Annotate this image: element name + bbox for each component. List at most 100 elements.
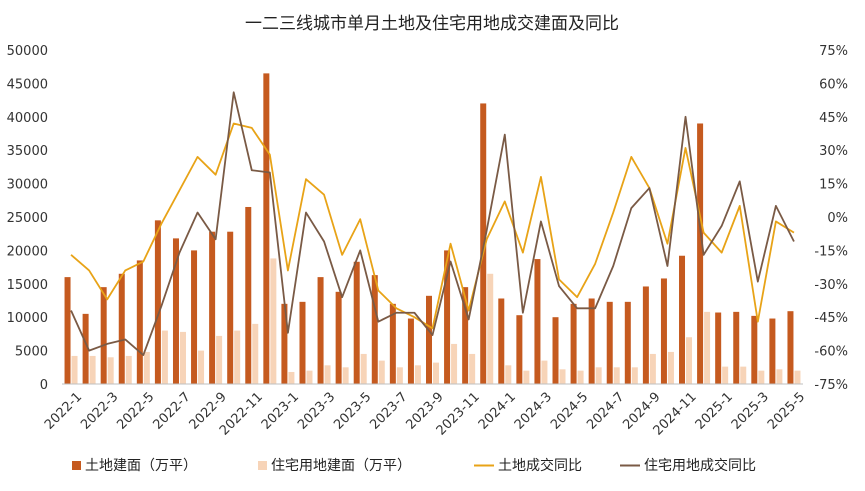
left-tick-label: 10000 <box>7 311 48 326</box>
bar-land-area <box>136 260 143 384</box>
left-tick-label: 25000 <box>7 211 48 226</box>
bar-land-area <box>389 303 396 384</box>
x-tick-label: 2022-5 <box>114 390 157 433</box>
bar-land-area <box>715 312 722 384</box>
bar-land-area <box>462 287 469 384</box>
x-tick-label: 2025-5 <box>765 390 808 433</box>
bar-residential-area <box>577 370 584 384</box>
legend-swatch <box>72 461 81 470</box>
bar-land-area <box>679 255 686 384</box>
x-axis: 2022-12022-32022-52022-72022-92022-11202… <box>42 383 808 439</box>
bar-residential-area <box>288 371 295 384</box>
right-axis: -75% -60% -45% -30% -15% 0% 15% 30% 45% 60% 75% <box>814 44 848 393</box>
x-tick-label: 2024-5 <box>548 390 591 433</box>
right-tick-label: 60% <box>819 77 848 92</box>
bar-land-area <box>191 250 198 384</box>
lines-layer <box>70 91 795 356</box>
bar-residential-area <box>469 353 476 384</box>
bar-land-area <box>353 261 360 384</box>
bar-land-area <box>407 318 414 384</box>
right-tick-label: -30% <box>814 278 848 293</box>
left-tick-label: 35000 <box>7 144 48 159</box>
bar-land-area <box>733 311 740 384</box>
bar-residential-area <box>740 366 747 384</box>
bar-residential-area <box>234 330 241 384</box>
bars-layer <box>64 73 801 384</box>
bar-land-area <box>588 298 595 384</box>
bar-residential-area <box>125 355 132 384</box>
bar-residential-area <box>541 360 548 384</box>
bar-residential-area <box>686 337 693 384</box>
right-tick-label: -15% <box>814 244 848 259</box>
bar-land-area <box>444 250 451 384</box>
bar-residential-area <box>559 369 566 384</box>
bar-residential-area <box>758 370 765 384</box>
bar-residential-area <box>794 370 801 384</box>
right-tick-label: -75% <box>814 378 848 393</box>
bar-land-area <box>751 315 758 384</box>
bar-land-area <box>263 73 270 384</box>
bar-residential-area <box>523 370 530 384</box>
bar-residential-area <box>342 367 349 384</box>
left-tick-label: 15000 <box>7 278 48 293</box>
bar-land-area <box>100 287 107 384</box>
legend-label: 土地成交同比 <box>498 457 582 474</box>
bar-land-area <box>281 303 288 384</box>
bar-land-area <box>154 220 161 384</box>
right-tick-label: 45% <box>819 111 848 126</box>
bar-land-area <box>769 318 776 384</box>
bar-residential-area <box>433 362 439 384</box>
right-tick-label: 75% <box>819 44 848 59</box>
bar-residential-area <box>776 369 783 384</box>
bar-land-area <box>642 286 649 384</box>
bar-residential-area <box>505 365 512 384</box>
bar-residential-area <box>360 353 367 384</box>
left-tick-label: 20000 <box>7 244 48 259</box>
right-tick-label: -45% <box>814 311 848 326</box>
bar-land-area <box>570 303 577 384</box>
bar-residential-area <box>414 365 421 384</box>
bar-residential-area <box>89 355 96 384</box>
bar-residential-area <box>306 370 313 384</box>
left-tick-label: 45000 <box>7 77 48 92</box>
legend: 土地建面（万平） 住宅用地建面（万平） 土地成交同比 住宅用地成交同比 <box>72 457 756 474</box>
line-residential-yoy <box>70 91 795 356</box>
x-tick-label: 2023-5 <box>331 390 374 433</box>
bar-land-area <box>172 238 179 384</box>
bar-residential-area <box>161 330 168 384</box>
right-tick-label: 0% <box>827 211 848 226</box>
bar-land-area <box>516 315 523 384</box>
bar-land-area <box>82 313 89 384</box>
bar-land-area <box>227 231 234 384</box>
bar-land-area <box>426 295 432 384</box>
bar-residential-area <box>631 367 638 384</box>
legend-label: 住宅用地成交同比 <box>644 457 756 474</box>
right-tick-label: 30% <box>819 144 848 159</box>
bar-residential-area <box>324 365 331 384</box>
chart-title: 一二三线城市单月土地及住宅用地成交建面及同比 <box>245 14 619 34</box>
line-land-yoy <box>70 122 795 330</box>
left-tick-label: 30000 <box>7 178 48 193</box>
bar-residential-area <box>270 258 277 384</box>
bar-residential-area <box>649 353 656 384</box>
bar-residential-area <box>71 355 78 384</box>
bar-residential-area <box>667 351 674 384</box>
bar-land-area <box>660 278 667 384</box>
bar-land-area <box>317 277 324 384</box>
x-tick-label: 2022-3 <box>78 390 121 433</box>
legend-swatch <box>258 461 267 470</box>
bar-residential-area <box>451 343 458 384</box>
x-tick-label: 2022-1 <box>42 390 85 433</box>
x-tick-label: 2022-7 <box>151 390 194 433</box>
bar-residential-area <box>704 311 711 384</box>
x-tick-label: 2025-1 <box>693 390 736 433</box>
left-tick-label: 50000 <box>7 44 48 59</box>
bar-residential-area <box>252 323 259 384</box>
bar-residential-area <box>396 367 403 384</box>
bar-residential-area <box>143 351 150 384</box>
bar-residential-area <box>198 350 205 384</box>
bar-land-area <box>64 277 71 384</box>
x-tick-label: 2024-7 <box>584 390 627 433</box>
bar-land-area <box>498 298 505 384</box>
